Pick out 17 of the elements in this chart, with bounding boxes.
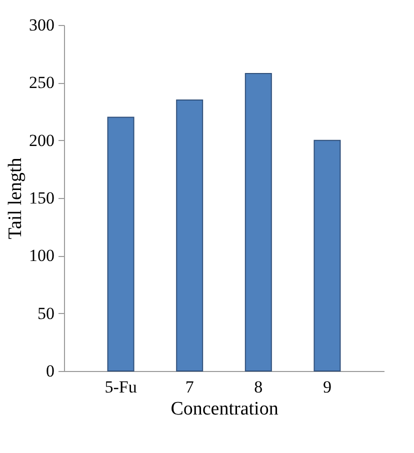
x-tick-label: 9	[322, 378, 332, 396]
y-tick-label: 0	[46, 362, 54, 380]
bar	[244, 72, 272, 372]
y-tick-label: 50	[38, 304, 54, 323]
bar	[314, 140, 341, 372]
y-tick-label: 100	[29, 246, 54, 266]
x-axis-title: Concentration	[170, 398, 279, 420]
x-tick-label: 8	[254, 378, 263, 396]
bar	[107, 116, 134, 372]
y-tick-label: 300	[29, 16, 54, 34]
y-tick-label: 150	[29, 188, 54, 208]
x-tick-label: 5-Fu	[104, 378, 138, 396]
y-tick-label: 200	[29, 130, 54, 150]
bar	[176, 99, 204, 372]
x-tick-label: 7	[185, 378, 194, 396]
y-tick-label: 250	[29, 73, 54, 92]
y-axis-title: Tail length	[5, 157, 26, 240]
